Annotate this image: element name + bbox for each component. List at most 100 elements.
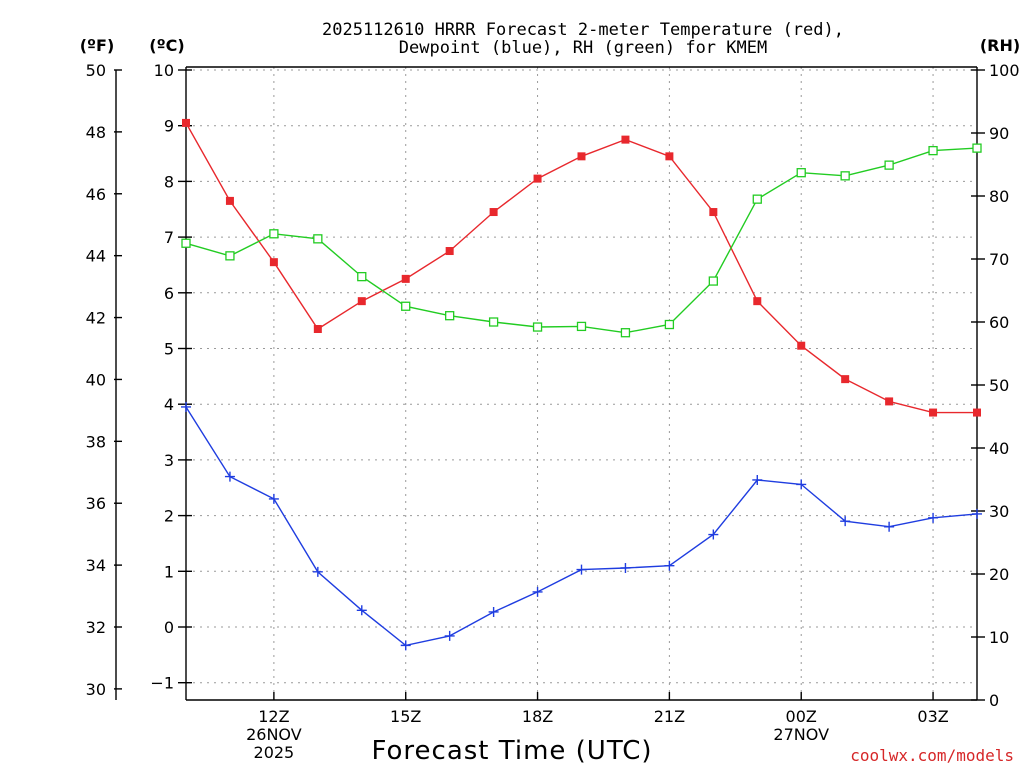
data-point bbox=[708, 529, 719, 540]
celsius-tick-label: 4 bbox=[164, 395, 174, 414]
data-point bbox=[181, 238, 191, 248]
data-point bbox=[313, 325, 322, 334]
data-point bbox=[972, 508, 982, 519]
celsius-tick-label: 7 bbox=[164, 228, 174, 247]
data-point bbox=[753, 297, 762, 306]
data-point bbox=[709, 208, 718, 217]
data-point bbox=[576, 564, 587, 575]
time-tick-label: 15Z bbox=[390, 707, 421, 726]
data-point bbox=[445, 311, 455, 321]
data-point bbox=[885, 397, 894, 406]
data-point bbox=[884, 521, 895, 532]
series-2-meter-temperature bbox=[182, 118, 981, 417]
data-point bbox=[621, 135, 630, 144]
rh-tick-label: 80 bbox=[989, 187, 1009, 206]
data-point bbox=[269, 258, 278, 267]
data-point bbox=[445, 247, 454, 256]
celsius-tick-label: 3 bbox=[164, 451, 174, 470]
data-point bbox=[708, 276, 718, 286]
fahrenheit-unit-label: (ºF) bbox=[80, 36, 115, 55]
chart-title-line-1: 2025112610 HRRR Forecast 2-meter Tempera… bbox=[322, 20, 844, 40]
data-point bbox=[268, 493, 279, 504]
data-point bbox=[400, 640, 411, 651]
rh-tick-label: 60 bbox=[989, 313, 1009, 332]
grid-lines bbox=[186, 67, 977, 700]
data-point bbox=[313, 234, 323, 244]
x-axis-title: Forecast Time (UTC) bbox=[371, 736, 652, 766]
fahrenheit-tick-label: 42 bbox=[86, 309, 106, 328]
data-point bbox=[620, 562, 631, 573]
data-point bbox=[401, 301, 411, 311]
time-tick-label: 00Z bbox=[786, 707, 817, 726]
data-point bbox=[488, 317, 499, 327]
data-point bbox=[576, 321, 587, 332]
data-point bbox=[225, 251, 235, 261]
data-point bbox=[928, 512, 939, 523]
series-dewpoint bbox=[181, 401, 982, 651]
data-point bbox=[401, 274, 410, 283]
data-point bbox=[929, 408, 938, 417]
rh-tick-label: 40 bbox=[989, 439, 1009, 458]
rh-tick-label: 100 bbox=[989, 61, 1020, 80]
data-point bbox=[973, 408, 981, 417]
time-tick-label: 12Z bbox=[258, 707, 289, 726]
data-point bbox=[928, 145, 938, 156]
celsius-tick-label: 0 bbox=[164, 618, 174, 637]
series-rh bbox=[181, 143, 982, 338]
data-point bbox=[357, 297, 366, 306]
rh-axis: 0 10 20 30 40 50 60 70 80 90 100 bbox=[971, 61, 1020, 710]
series-line bbox=[185, 122, 977, 414]
data-point bbox=[357, 271, 367, 282]
rh-tick-label: 70 bbox=[989, 250, 1009, 269]
data-point bbox=[752, 194, 762, 204]
celsius-tick-label: 8 bbox=[164, 172, 174, 191]
fahrenheit-tick-label: 38 bbox=[86, 432, 106, 451]
rh-unit-label: (RH) bbox=[980, 36, 1020, 55]
data-point bbox=[225, 196, 234, 205]
time-tick-label: 21Z bbox=[654, 707, 685, 726]
time-tick-label: 03Z bbox=[917, 707, 948, 726]
series-line bbox=[185, 406, 978, 647]
data-point bbox=[224, 471, 235, 482]
credit-link[interactable]: coolwx.com/models bbox=[850, 746, 1014, 765]
fahrenheit-tick-label: 34 bbox=[86, 556, 106, 575]
rh-tick-label: 50 bbox=[989, 376, 1009, 395]
data-point bbox=[444, 630, 455, 641]
data-point bbox=[620, 328, 631, 338]
rh-tick-label: 90 bbox=[989, 124, 1009, 143]
data-point bbox=[356, 605, 367, 616]
data-point bbox=[972, 143, 982, 153]
data-point bbox=[841, 375, 850, 384]
data-point bbox=[664, 319, 675, 330]
data-point bbox=[840, 516, 851, 527]
data-series bbox=[181, 118, 982, 651]
data-point bbox=[796, 168, 806, 178]
time-tick-label: 18Z bbox=[522, 707, 553, 726]
time-tick-label: 27NOV bbox=[773, 725, 829, 744]
celsius-tick-label: 5 bbox=[164, 340, 174, 359]
fahrenheit-tick-label: 36 bbox=[86, 494, 106, 513]
data-point bbox=[664, 560, 675, 571]
data-point bbox=[532, 586, 543, 597]
celsius-tick-label: −1 bbox=[150, 674, 174, 693]
fahrenheit-tick-label: 30 bbox=[86, 680, 106, 699]
rh-tick-label: 0 bbox=[989, 691, 999, 710]
data-point bbox=[577, 152, 586, 161]
rh-tick-label: 10 bbox=[989, 628, 1009, 647]
series-line bbox=[185, 147, 978, 334]
time-tick-label: 26NOV bbox=[246, 725, 302, 744]
fahrenheit-tick-label: 48 bbox=[86, 123, 106, 142]
rh-tick-label: 20 bbox=[989, 565, 1009, 584]
celsius-unit-label: (ºC) bbox=[149, 36, 184, 55]
data-point bbox=[181, 401, 191, 412]
fahrenheit-tick-label: 40 bbox=[86, 370, 106, 389]
time-tick-label: 2025 bbox=[254, 743, 295, 762]
data-point bbox=[796, 479, 807, 490]
fahrenheit-tick-label: 44 bbox=[86, 247, 106, 266]
data-point bbox=[884, 160, 894, 170]
axes bbox=[115, 66, 978, 701]
data-point bbox=[840, 171, 850, 181]
data-point bbox=[665, 152, 674, 161]
